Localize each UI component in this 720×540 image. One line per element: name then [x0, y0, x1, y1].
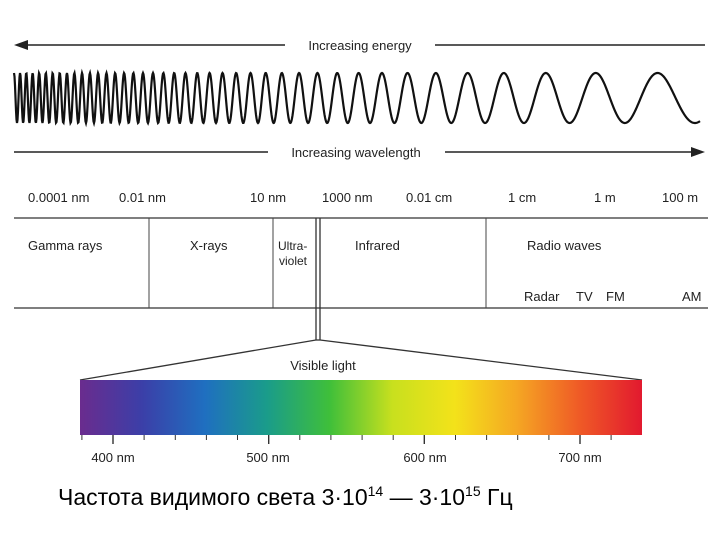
visible-tick-label: 700 nm — [558, 450, 601, 465]
sub-band-tv: TV — [576, 289, 593, 304]
scale-tick: 0.0001 nm — [28, 190, 89, 205]
scale-tick: 1 cm — [508, 190, 536, 205]
sub-band-fm: FM — [606, 289, 625, 304]
wave-path — [12, 68, 701, 128]
visible-tick-label: 400 nm — [91, 450, 134, 465]
scale-tick: 100 m — [662, 190, 698, 205]
arrow-left-icon — [14, 40, 28, 50]
caption-suffix: Гц — [480, 484, 513, 510]
scale-tick: 10 nm — [250, 190, 286, 205]
arrow-right-icon — [691, 147, 705, 157]
band-ultraviolet-line2: violet — [279, 254, 308, 268]
caption-middle: — 3·10 — [383, 484, 466, 510]
band-radio-waves: Radio waves — [527, 238, 602, 253]
visible-spectrum-bar — [80, 380, 642, 435]
band-x-rays: X-rays — [190, 238, 228, 253]
band-gamma-rays: Gamma rays — [28, 238, 103, 253]
visible-expansion-lines — [79, 339, 643, 381]
visible-tick-label: 500 nm — [246, 450, 289, 465]
band-infrared: Infrared — [355, 238, 400, 253]
band-ultraviolet-line1: Ultra- — [278, 239, 307, 253]
energy-label: Increasing energy — [308, 38, 412, 53]
sub-band-radar: Radar — [524, 289, 560, 304]
visible-tick-label: 600 nm — [403, 450, 446, 465]
caption-prefix: Частота видимого света 3·10 — [58, 484, 368, 510]
scale-tick: 0.01 cm — [406, 190, 452, 205]
sub-band-am: AM — [682, 289, 702, 304]
caption-exponent-1: 14 — [367, 483, 384, 499]
spectrum-bands-table: Gamma rays X-rays Ultra- violet Infrared… — [14, 217, 708, 340]
caption-visible-frequency: Частота видимого света 3·1014 — 3·1015 Г… — [58, 484, 698, 511]
scale-tick: 1 m — [594, 190, 616, 205]
wavelength-scale: 0.0001 nm 0.01 nm 10 nm 1000 nm 0.01 cm … — [28, 190, 698, 205]
scale-tick: 1000 nm — [322, 190, 373, 205]
scale-tick: 0.01 nm — [119, 190, 166, 205]
energy-arrow: Increasing energy — [14, 38, 705, 53]
wavelength-arrow: Increasing wavelength — [14, 145, 705, 160]
visible-tick-labels: 400 nm 500 nm 600 nm 700 nm — [91, 450, 601, 465]
visible-ticks — [81, 435, 612, 444]
caption-exponent-2: 15 — [465, 483, 481, 499]
visible-light-label: Visible light — [290, 358, 356, 373]
wavelength-label: Increasing wavelength — [291, 145, 420, 160]
